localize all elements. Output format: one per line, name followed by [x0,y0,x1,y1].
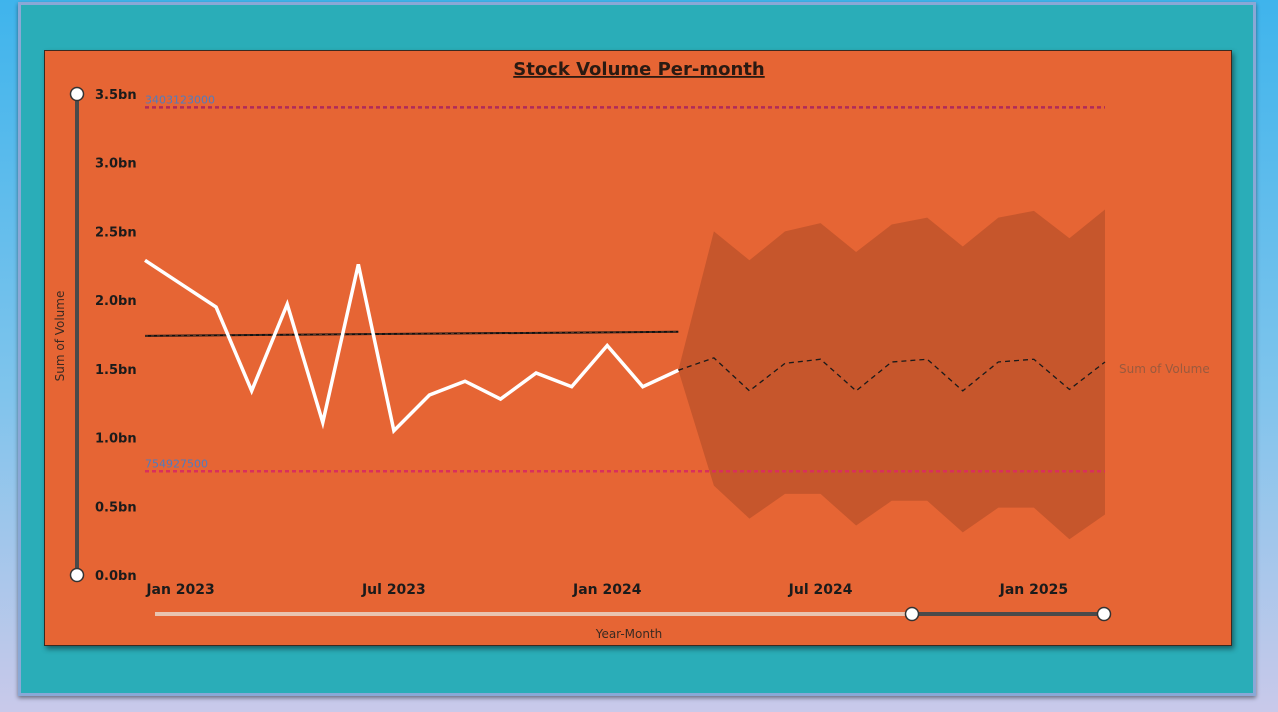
series-line-sum-of-volume[interactable] [144,258,680,435]
y-axis-label: Sum of Volume [53,291,67,382]
legend-label-sum-of-volume: Sum of Volume [1119,362,1210,376]
data-point[interactable] [391,428,397,434]
y-tick-label: 0.0bn [95,569,137,584]
x-tick-label: Jan 2025 [999,582,1068,598]
reference-line-label-2: 754927500 [145,457,208,470]
trend-line-dash [144,331,679,337]
data-point[interactable] [178,281,184,287]
x-tick-label: Jul 2023 [361,582,426,598]
y-axis-zoom-handle-bottom[interactable] [69,567,85,583]
chart-title: Stock Volume Per-month [513,59,764,80]
data-point[interactable] [249,388,255,394]
data-point[interactable] [426,392,432,398]
y-axis-zoom-handle-top[interactable] [69,86,85,102]
y-tick-label: 2.5bn [95,225,137,240]
x-axis-zoom-handle-left[interactable] [904,606,920,622]
y-tick-label: 1.5bn [95,363,137,378]
data-point[interactable] [355,261,361,267]
data-point[interactable] [498,396,504,402]
data-point[interactable] [640,384,646,390]
y-tick-label: 3.0bn [95,157,137,172]
forecast-confidence-band [678,209,1105,540]
line-chart-svg: Stock Volume Per-month Sum of Volume Yea… [53,59,1210,641]
data-point[interactable] [284,301,290,307]
data-point[interactable] [213,304,219,310]
data-point[interactable] [320,419,326,425]
x-axis-label: Year-Month [595,627,663,641]
reference-line-label-1: 3403123000 [145,93,215,106]
chart-visual[interactable]: Stock Volume Per-month Sum of Volume Yea… [44,50,1232,646]
x-tick-label: Jan 2023 [145,582,214,598]
forecast-line [678,357,1106,392]
x-tick-label: Jan 2024 [572,582,642,598]
data-point[interactable] [569,384,575,390]
y-tick-label: 1.0bn [95,432,137,447]
data-point[interactable] [142,257,148,263]
data-point[interactable] [533,370,539,376]
y-tick-label: 2.0bn [95,294,137,309]
data-point[interactable] [675,367,681,373]
data-point[interactable] [462,378,468,384]
data-point[interactable] [604,342,610,348]
y-tick-label: 0.5bn [95,500,137,515]
x-axis-zoom-handle-right[interactable] [1096,606,1112,622]
y-tick-label: 3.5bn [95,88,137,103]
x-tick-label: Jul 2024 [788,582,853,598]
